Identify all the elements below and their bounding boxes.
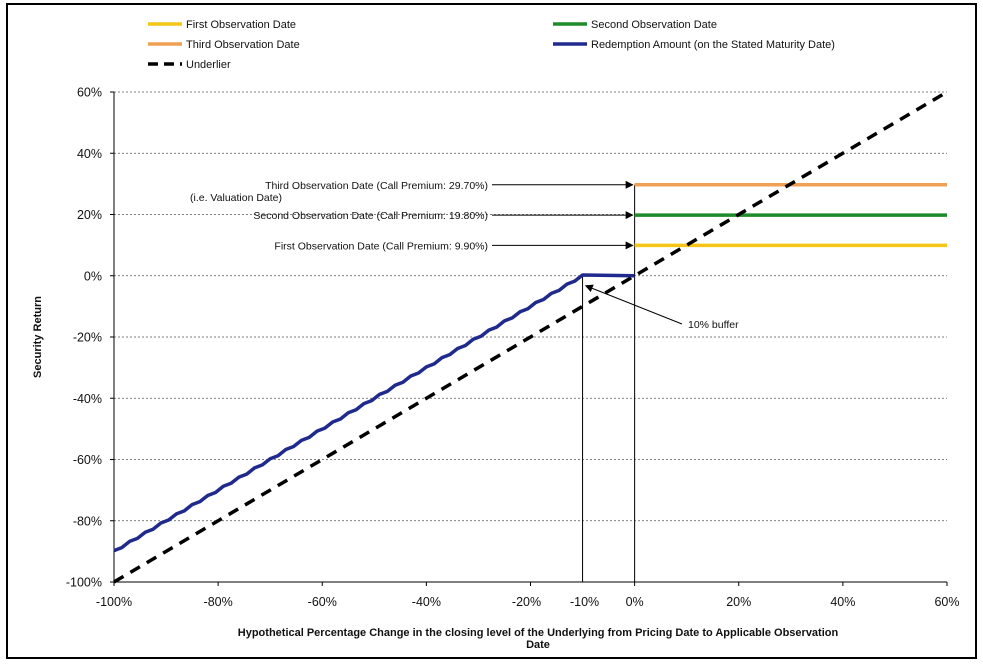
x-tick-label-7: 20%	[726, 595, 751, 609]
tick-labels: 60% 40% 20% 0% -20% -40% -60% -80% -100% -100% -80…	[66, 86, 960, 610]
annotation-2-line-0: First Observation Date (Call Premium: 9.…	[274, 240, 488, 252]
series-line-3	[113, 273, 635, 553]
annotation-buffer-arrow	[584, 284, 683, 325]
annotation-buffer-label: 10% buffer	[688, 319, 739, 331]
y-tick-label-4: -20%	[73, 331, 102, 345]
annotation-0-line-0: Third Observation Date (Call Premium: 29…	[265, 180, 488, 192]
y-axis-title: Security Return	[32, 296, 44, 378]
x-tick-label-2: -60%	[308, 595, 337, 609]
x-tick-label-9: 60%	[934, 595, 959, 609]
x-axis-title-line-1: Hypothetical Percentage Change in the cl…	[238, 627, 839, 639]
legend-label-4: Underlier	[186, 59, 231, 71]
legend-label-2: Third Observation Date	[186, 39, 300, 51]
x-tick-label-5: -10%	[570, 595, 599, 609]
x-axis-title-line-2: Date	[526, 639, 550, 651]
y-tick-label-8: -100%	[66, 576, 102, 590]
x-tick-label-0: -100%	[96, 595, 132, 609]
series-layer	[113, 90, 948, 584]
x-tick-label-6: 0%	[626, 595, 644, 609]
x-tick-label-8: 40%	[830, 595, 855, 609]
axis-titles: Security Return Hypothetical Percentage C…	[32, 296, 838, 651]
series-line-4	[113, 90, 948, 584]
y-tick-label-0: 60%	[77, 86, 102, 100]
y-tick-label-1: 40%	[77, 147, 102, 161]
legend-label-1: Second Observation Date	[591, 19, 717, 31]
x-tick-label-4: -20%	[512, 595, 541, 609]
legend: First Observation Date Second Observation…	[148, 19, 835, 71]
reference-lines	[582, 184, 636, 582]
x-tick-label-1: -80%	[204, 595, 233, 609]
annotations: Third Observation Date (Call Premium: 29…	[190, 180, 739, 331]
y-tick-label-5: -40%	[73, 392, 102, 406]
y-tick-label-7: -80%	[73, 514, 102, 528]
legend-label-0: First Observation Date	[186, 19, 296, 31]
annotation-1-line-0: Second Observation Date (Call Premium: 1…	[253, 210, 488, 222]
annotation-0-line-1: (i.e. Valuation Date)	[190, 192, 282, 204]
y-tick-label-6: -60%	[73, 453, 102, 467]
legend-label-3: Redemption Amount (on the Stated Maturit…	[591, 39, 835, 51]
y-tick-label-3: 0%	[84, 269, 102, 283]
x-tick-label-3: -40%	[412, 595, 441, 609]
axes	[110, 91, 948, 586]
y-tick-label-2: 20%	[77, 208, 102, 222]
